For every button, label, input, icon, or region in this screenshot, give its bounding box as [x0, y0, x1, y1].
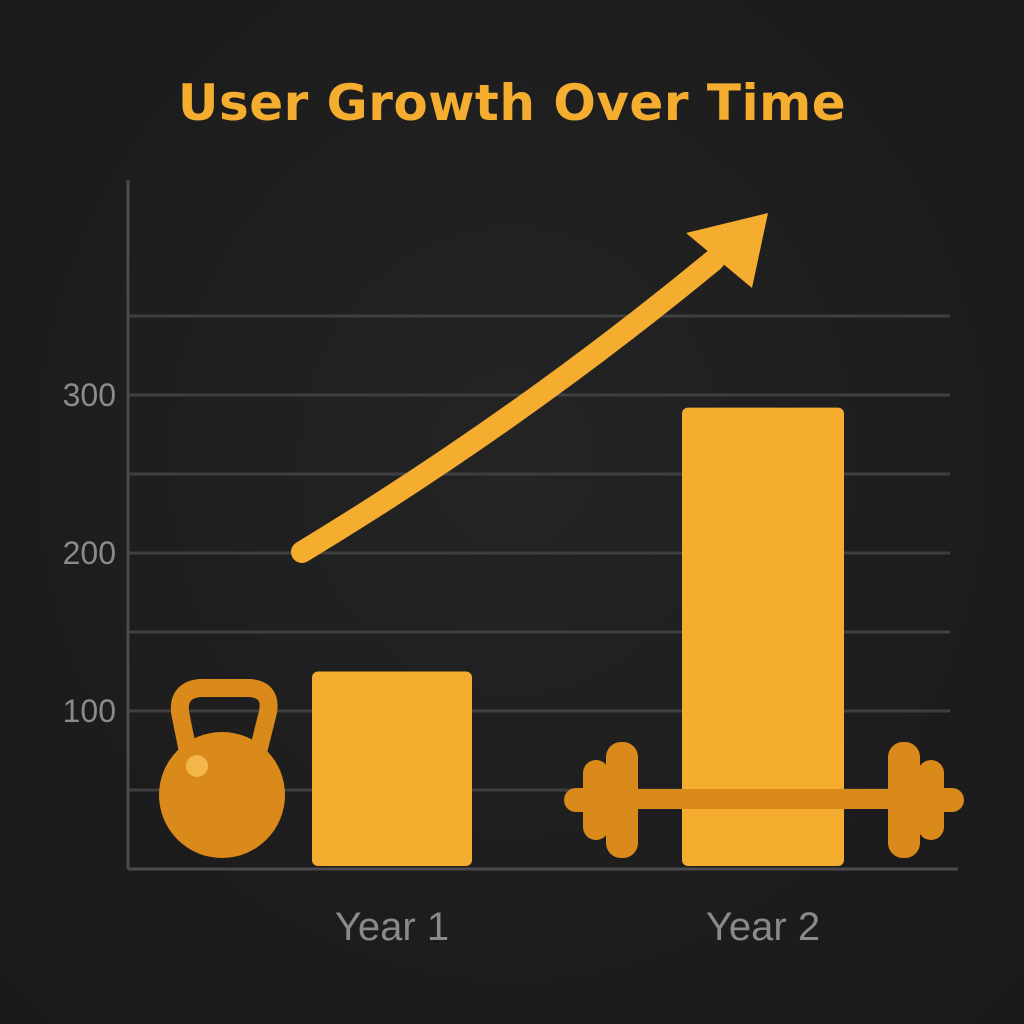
y-tick-labels: 100 200 300 [63, 377, 116, 729]
dumbbell-icon [564, 742, 964, 858]
bar-year-2 [682, 407, 844, 866]
bar-year-1 [312, 671, 472, 866]
bars [312, 407, 844, 866]
trend-up-arrow-icon [291, 213, 768, 563]
x-tick-label: Year 1 [335, 905, 449, 949]
y-tick-label: 300 [63, 377, 116, 413]
kettlebell-icon [159, 679, 285, 858]
axes [126, 180, 958, 871]
x-tick-label: Year 2 [706, 905, 820, 949]
y-tick-label: 100 [63, 693, 116, 729]
x-tick-labels: Year 1 Year 2 [335, 905, 820, 949]
chart-title: User Growth Over Time [177, 74, 847, 132]
y-tick-label: 200 [63, 535, 116, 571]
